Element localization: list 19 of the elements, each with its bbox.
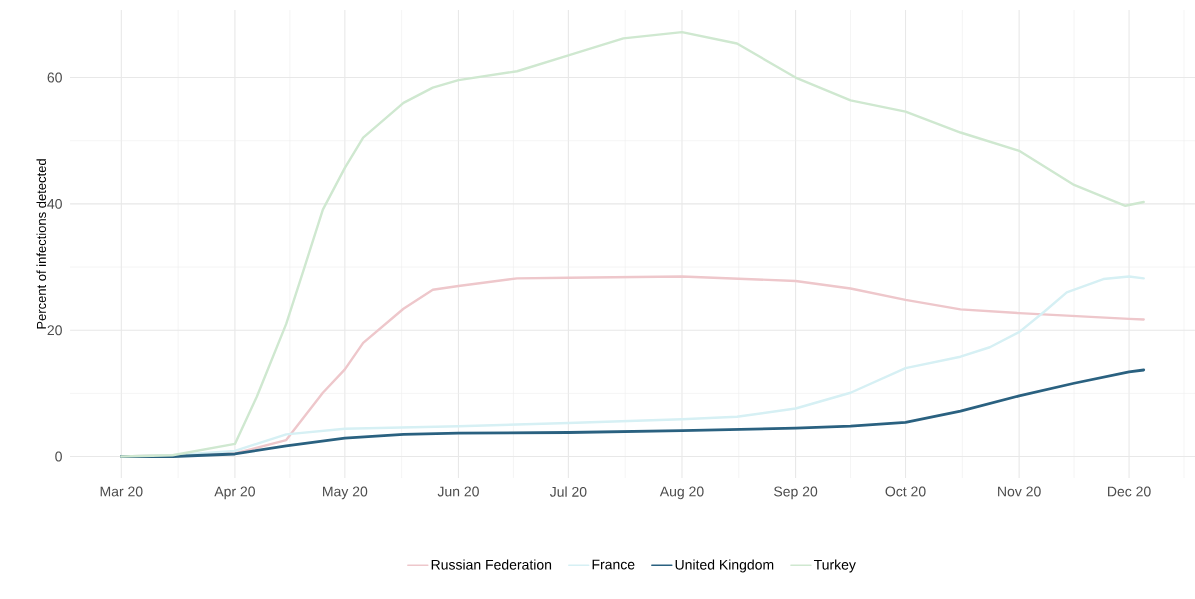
x-tick-label: May 20: [323, 486, 368, 500]
y-tick-label: 0: [55, 451, 62, 462]
x-tick-label: Sep 20: [774, 486, 818, 500]
x-tick-label: Oct 20: [885, 486, 926, 497]
x-tick-label: Nov 20: [998, 486, 1041, 497]
x-tick-label: Aug 20: [659, 486, 704, 500]
x-tick-label: Dec 20: [1108, 486, 1151, 497]
x-tick-label: Jun 20: [437, 486, 479, 497]
y-tick-label: 40: [47, 198, 62, 209]
legend-label: France: [592, 559, 635, 570]
y-axis-title: Percent of infections detected: [36, 159, 47, 329]
x-tick-label: Jul 20: [549, 486, 587, 497]
legend-label: Russian Federation: [431, 559, 552, 570]
legend-label: Turkey: [813, 559, 856, 573]
x-tick-label: Apr 20: [214, 486, 255, 500]
y-tick-label: 60: [47, 72, 62, 83]
y-tick-label: 20: [47, 325, 62, 336]
legend-label: United Kingdom: [675, 559, 774, 573]
x-tick-label: Mar 20: [100, 486, 143, 497]
